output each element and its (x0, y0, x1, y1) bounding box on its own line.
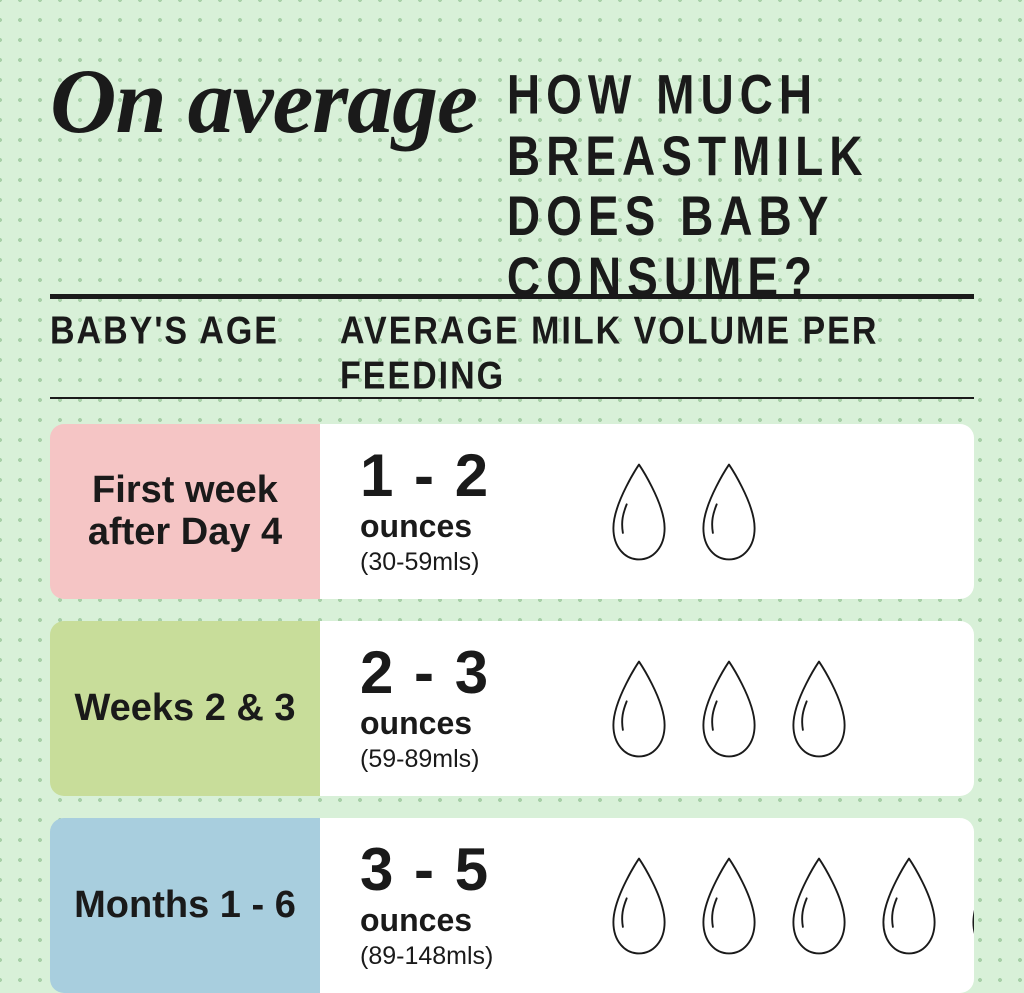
volume-text: 1 - 2 ounces (30-59mls) (360, 446, 580, 577)
drop-icon (600, 851, 678, 961)
volume-cell: 3 - 5 ounces (89-148mls) (320, 818, 974, 993)
volume-text: 2 - 3 ounces (59-89mls) (360, 643, 580, 774)
column-headings: BABY'S AGE AVERAGE MILK VOLUME PER FEEDI… (50, 309, 974, 399)
ounces-range: 1 - 2 (360, 446, 580, 506)
drop-icon (870, 851, 948, 961)
header-block-line1: HOW MUCH BREASTMILK (507, 64, 974, 185)
drop-icon (780, 654, 858, 764)
age-cell: First weekafter Day 4 (50, 424, 320, 599)
drops-container (600, 654, 858, 764)
col-head-volume: AVERAGE MILK VOLUME PER FEEDING (340, 309, 974, 399)
mls-label: (59-89mls) (360, 745, 580, 774)
drop-icon (780, 851, 858, 961)
table-row: Months 1 - 6 3 - 5 ounces (89-148mls) (50, 818, 974, 993)
mls-label: (89-148mls) (360, 942, 580, 971)
table-row: First weekafter Day 4 1 - 2 ounces (30-59ml… (50, 424, 974, 599)
drops-container (600, 457, 768, 567)
volume-text: 3 - 5 ounces (89-148mls) (360, 840, 580, 971)
header-block-line2: DOES BABY CONSUME? (507, 186, 974, 307)
header-script-text: On average (50, 50, 477, 143)
drops-container (600, 851, 974, 961)
header-block-text: HOW MUCH BREASTMILK DOES BABY CONSUME? (507, 50, 974, 307)
table-row: Weeks 2 & 3 2 - 3 ounces (59-89mls) (50, 621, 974, 796)
ounces-range: 2 - 3 (360, 643, 580, 703)
mls-label: (30-59mls) (360, 548, 580, 577)
drop-icon (600, 654, 678, 764)
data-rows: First weekafter Day 4 1 - 2 ounces (30-59ml… (50, 424, 974, 993)
header: On average HOW MUCH BREASTMILK DOES BABY… (50, 50, 974, 264)
volume-cell: 1 - 2 ounces (30-59mls) (320, 424, 974, 599)
col-head-age: BABY'S AGE (50, 309, 340, 399)
age-cell: Months 1 - 6 (50, 818, 320, 993)
ounces-label: ounces (360, 904, 580, 936)
drop-icon (600, 457, 678, 567)
drop-icon (960, 851, 974, 961)
volume-cell: 2 - 3 ounces (59-89mls) (320, 621, 974, 796)
age-cell: Weeks 2 & 3 (50, 621, 320, 796)
drop-icon (690, 457, 768, 567)
ounces-label: ounces (360, 510, 580, 542)
ounces-label: ounces (360, 707, 580, 739)
drop-icon (690, 851, 768, 961)
drop-icon (690, 654, 768, 764)
ounces-range: 3 - 5 (360, 840, 580, 900)
